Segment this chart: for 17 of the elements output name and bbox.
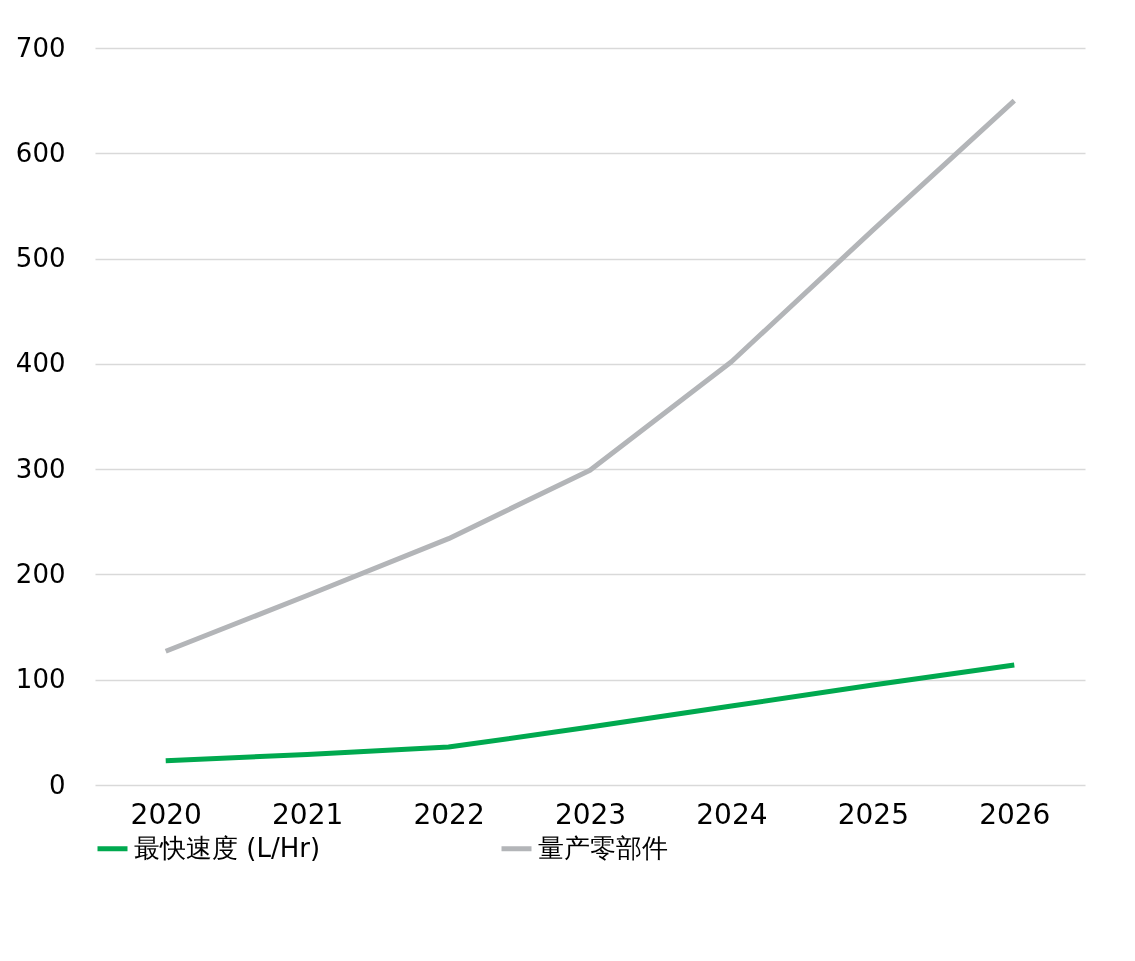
y-tick-label: 100 xyxy=(15,664,66,695)
y-tick-label: 300 xyxy=(15,453,66,484)
x-tick-label: 2020 xyxy=(130,797,202,831)
x-tick-label: 2021 xyxy=(272,797,344,831)
y-tick-label: 500 xyxy=(15,243,66,274)
y-tick-label: 0 xyxy=(48,769,66,800)
x-tick-label: 2026 xyxy=(979,797,1051,831)
y-tick-label: 600 xyxy=(15,137,66,168)
y-tick-label: 200 xyxy=(15,558,66,589)
legend-label: 量产零部件 xyxy=(538,832,668,863)
x-tick-label: 2025 xyxy=(837,797,909,831)
legend-label: 最快速度 (L/Hr) xyxy=(134,832,321,863)
x-tick-label: 2023 xyxy=(554,797,627,831)
y-tick-label: 700 xyxy=(15,32,66,63)
x-tick-label: 2024 xyxy=(696,797,768,831)
y-tick-label: 400 xyxy=(15,348,66,379)
x-tick-label: 2022 xyxy=(413,797,485,831)
